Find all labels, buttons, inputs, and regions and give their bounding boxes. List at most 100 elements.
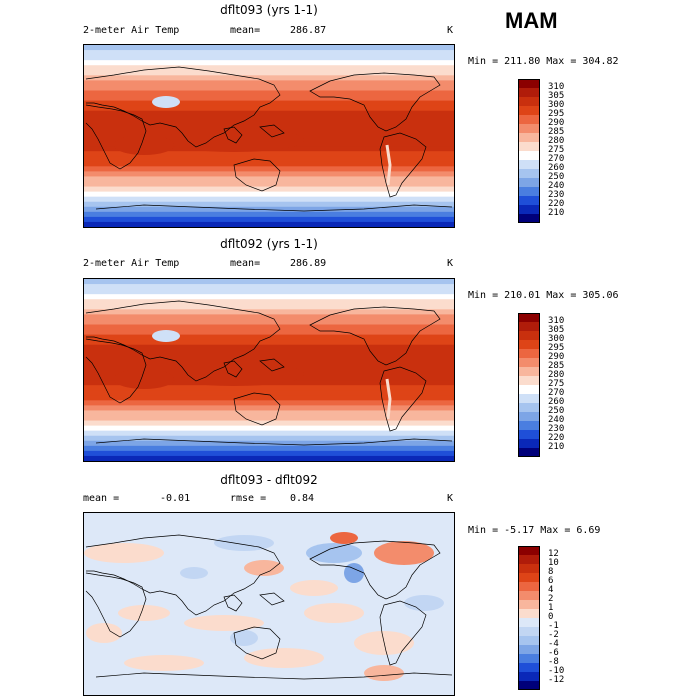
temperature-band: [84, 405, 454, 412]
coastline: [379, 600, 427, 666]
coastline: [309, 306, 441, 366]
colorbar-swatch: [518, 169, 540, 178]
colorbar-swatch: [518, 672, 540, 681]
difference-anomaly-region: [124, 655, 204, 671]
coastline: [95, 672, 453, 680]
panel3-colorbar: [518, 546, 540, 690]
coastline: [379, 366, 427, 432]
panel3-minmax: Min = -5.17 Max = 6.69: [468, 525, 601, 536]
colorbar-tick-label: 295: [548, 343, 565, 353]
colorbar-swatch: [518, 385, 540, 394]
colorbar-tick-label: 230: [548, 190, 565, 200]
colorbar-tick-label: -1: [548, 621, 559, 631]
temperature-band: [84, 166, 454, 172]
temperature-band: [84, 319, 454, 326]
temperature-band: [84, 115, 454, 122]
temperature-band: [84, 151, 454, 157]
panel2-map: [83, 278, 455, 462]
colorbar-swatch: [518, 205, 540, 214]
temperature-band: [84, 221, 454, 227]
temperature-band: [84, 110, 454, 117]
colorbar-swatch: [518, 430, 540, 439]
panel3-difference-field: [84, 513, 454, 695]
temperature-band: [84, 415, 454, 422]
temperature-band: [84, 445, 454, 452]
colorbar-swatch: [518, 618, 540, 627]
coastline: [309, 72, 441, 132]
colorbar-swatch: [518, 88, 540, 97]
colorbar-tick-label: 280: [548, 370, 565, 380]
colorbar-swatch: [518, 681, 540, 690]
panel1-temperature-field: [84, 45, 454, 227]
temperature-band: [84, 60, 454, 66]
temperature-band: [84, 279, 454, 285]
colorbar-swatch: [518, 160, 540, 169]
temperature-band: [84, 299, 454, 305]
temperature-band: [84, 201, 454, 208]
coastline: [223, 126, 243, 144]
temperature-band: [84, 435, 454, 442]
panel1-title: dflt093 (yrs 1-1): [220, 3, 318, 17]
colorbar-tick-label: 300: [548, 334, 565, 344]
colorbar-tick-label: 210: [548, 208, 565, 218]
colorbar-tick-label: -8: [548, 657, 559, 667]
colorbar-tick-label: 270: [548, 154, 565, 164]
temperature-band: [84, 75, 454, 81]
temperature-band: [84, 425, 454, 432]
temperature-band: [84, 309, 454, 315]
colorbar-tick-label: 310: [548, 82, 565, 92]
andes-cold-strip: [385, 378, 392, 420]
colorbar-tick-label: -10: [548, 666, 565, 676]
coastline: [85, 104, 147, 170]
temperature-band: [84, 420, 454, 427]
colorbar-swatch: [518, 439, 540, 448]
colorbar-swatch: [518, 349, 540, 358]
temperature-band: [84, 95, 454, 102]
colorbar-tick-label: 8: [548, 567, 554, 577]
panel3-mean-label: mean =: [83, 493, 120, 504]
colorbar-tick-label: -2: [548, 630, 559, 640]
colorbar-tick-label: 275: [548, 145, 565, 155]
colorbar-swatch: [518, 600, 540, 609]
colorbar-tick-label: 285: [548, 361, 565, 371]
panel2-mean-label: mean=: [230, 258, 261, 269]
colorbar-swatch: [518, 636, 540, 645]
temperature-band: [84, 324, 454, 331]
colorbar-tick-label: 230: [548, 424, 565, 434]
andes-cold-strip: [385, 144, 392, 186]
colorbar-swatch: [518, 79, 540, 88]
coastline: [95, 204, 453, 212]
panel2-title: dflt092 (yrs 1-1): [220, 237, 318, 251]
temperature-band: [84, 395, 454, 401]
panel2-variable-label: 2-meter Air Temp: [83, 258, 180, 269]
colorbar-tick-label: 0: [548, 612, 554, 622]
panel3-map: [83, 512, 455, 696]
warm-pool-region: [164, 362, 304, 386]
plateau-core-region: [159, 99, 173, 105]
difference-anomaly-region: [86, 623, 122, 643]
temperature-band: [84, 55, 454, 61]
panel3-rmse-value: 0.84: [290, 493, 315, 504]
colorbar-swatch: [518, 403, 540, 412]
colorbar-swatch: [518, 214, 540, 223]
panel2-colorbar: [518, 313, 540, 457]
colorbar-swatch: [518, 591, 540, 600]
temperature-band: [84, 410, 454, 417]
temperature-band: [84, 161, 454, 167]
difference-anomaly-region: [180, 567, 208, 579]
colorbar-tick-label: -4: [548, 639, 559, 649]
colorbar-swatch: [518, 394, 540, 403]
temperature-band: [84, 181, 454, 188]
colorbar-tick-label: 4: [548, 585, 554, 595]
colorbar-tick-label: 260: [548, 163, 565, 173]
colorbar-swatch: [518, 322, 540, 331]
colorbar-tick-label: 6: [548, 576, 554, 586]
difference-anomaly-region: [344, 563, 364, 583]
colorbar-swatch: [518, 97, 540, 106]
panel2-minmax: Min = 210.01 Max = 305.06: [468, 290, 619, 301]
colorbar-tick-label: 210: [548, 442, 565, 452]
panel1-map: [83, 44, 455, 228]
temperature-band: [84, 85, 454, 92]
colorbar-tick-label: 260: [548, 397, 565, 407]
colorbar-tick-label: 280: [548, 136, 565, 146]
